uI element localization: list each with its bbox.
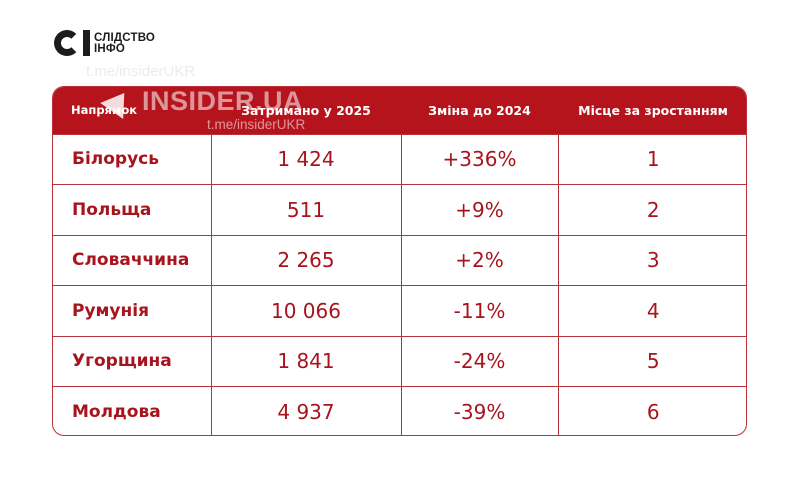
logo-line-1: СЛІДСТВО: [94, 32, 156, 44]
sledstvo-info-logo: СЛІДСТВО ІНФО: [54, 30, 155, 58]
cell-direction: Польща: [53, 184, 211, 235]
cell-rank: 6: [557, 386, 746, 435]
cell-direction: Румунія: [53, 285, 211, 336]
cell-direction: Словаччина: [53, 234, 211, 286]
table-row: Словаччина 2 265 +2% 3: [53, 234, 746, 286]
cell-detained: 4 937: [210, 386, 401, 435]
cell-rank: 1: [557, 133, 746, 185]
cell-detained: 2 265: [210, 234, 401, 286]
cell-direction: Білорусь: [53, 133, 211, 185]
logo-mark-icon: [54, 30, 100, 58]
table-row: Білорусь 1 424 +336% 1: [53, 133, 746, 185]
cell-change: +2%: [400, 234, 558, 286]
cell-detained: 1 424: [210, 133, 401, 185]
cell-rank: 5: [557, 335, 746, 387]
cell-change: -39%: [400, 386, 558, 435]
cell-rank: 2: [557, 184, 746, 235]
table-row: Угорщина 1 841 -24% 5: [53, 335, 746, 387]
header-growth-rank: Місце за зростанням: [578, 102, 728, 118]
cell-detained: 10 066: [210, 285, 401, 336]
cell-direction: Молдова: [53, 386, 211, 435]
cell-rank: 4: [557, 285, 746, 336]
cell-change: +9%: [400, 184, 558, 235]
cell-detained: 1 841: [210, 335, 401, 387]
cell-rank: 3: [557, 234, 746, 286]
cell-detained: 511: [210, 184, 401, 235]
table-row: Польща 511 +9% 2: [53, 184, 746, 235]
header-change-2024: Зміна до 2024: [428, 102, 531, 118]
table-row: Румунія 10 066 -11% 4: [53, 285, 746, 336]
cell-direction: Угорщина: [53, 335, 211, 387]
header-detained-2025: Затримано у 2025: [241, 102, 371, 118]
table-row: Молдова 4 937 -39% 6: [53, 386, 746, 435]
logo-line-2: ІНФО: [94, 43, 126, 55]
table-header-row: Напрямок Затримано у 2025 Зміна до 2024 …: [53, 87, 746, 134]
watermark-link-top: t.me/insiderUKR: [86, 63, 196, 80]
logo-text: СЛІДСТВО ІНФО: [94, 32, 156, 55]
cell-change: -11%: [400, 285, 558, 336]
header-direction: Напрямок: [71, 103, 138, 118]
cell-change: -24%: [400, 335, 558, 387]
detentions-table: Напрямок Затримано у 2025 Зміна до 2024 …: [52, 86, 747, 436]
cell-change: +336%: [400, 133, 558, 185]
